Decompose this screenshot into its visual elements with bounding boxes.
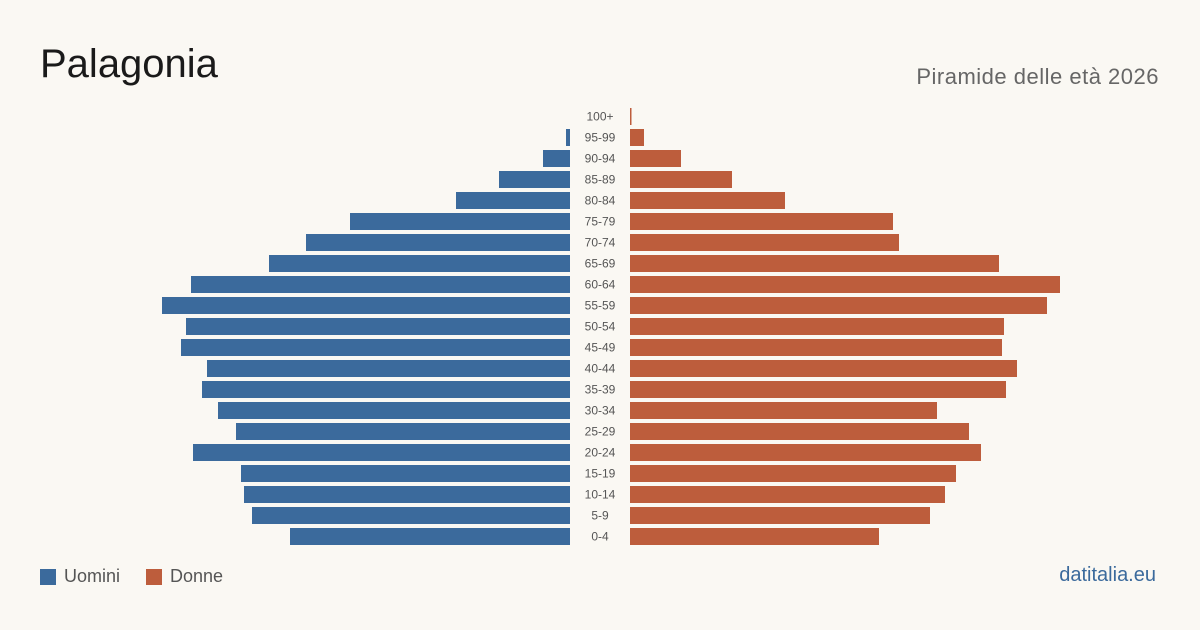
legend-item-men: Uomini: [40, 566, 120, 587]
bar-women-85-89: [630, 171, 732, 188]
legend-label-men: Uomini: [64, 566, 121, 586]
legend-label-women: Donne: [170, 566, 224, 586]
bar-men-15-19: [241, 465, 570, 482]
chart-title: Palagonia: [40, 42, 218, 86]
age-label-75-79: 75-79: [585, 215, 616, 229]
age-label-80-84: 80-84: [585, 194, 616, 208]
bar-women-75-79: [630, 213, 893, 230]
age-label-90-94: 90-94: [585, 152, 616, 166]
bar-women-95-99: [630, 129, 644, 146]
bar-men-90-94: [543, 150, 570, 167]
age-label-50-54: 50-54: [585, 320, 616, 334]
legend-swatch-women: [146, 568, 163, 585]
bar-men-25-29: [236, 423, 570, 440]
bar-men-65-69: [269, 255, 570, 272]
age-label-70-74: 70-74: [585, 236, 616, 250]
age-label-95-99: 95-99: [585, 131, 616, 145]
bar-men-55-59: [162, 297, 570, 314]
source-link[interactable]: datitalia.eu: [1059, 564, 1156, 586]
age-label-35-39: 35-39: [585, 383, 616, 397]
age-label-65-69: 65-69: [585, 257, 616, 271]
bar-men-30-34: [218, 402, 570, 419]
bar-women-5-9: [630, 507, 930, 524]
bar-women-50-54: [630, 318, 1004, 335]
bar-men-50-54: [186, 318, 570, 335]
age-label-85-89: 85-89: [585, 173, 616, 187]
bar-women-40-44: [630, 360, 1017, 377]
legend-swatch-men: [40, 568, 56, 585]
age-label-15-19: 15-19: [585, 467, 616, 481]
chart-legend: Uomini Donne: [40, 566, 249, 587]
bar-men-40-44: [207, 360, 570, 377]
bar-women-100plus: [630, 108, 632, 125]
bar-women-60-64: [630, 276, 1060, 293]
bar-men-60-64: [191, 276, 570, 293]
bar-men-0-4: [290, 528, 570, 545]
age-label-25-29: 25-29: [585, 425, 616, 439]
bar-women-0-4: [630, 528, 879, 545]
bar-women-15-19: [630, 465, 956, 482]
legend-item-women: Donne: [146, 566, 223, 587]
age-label-45-49: 45-49: [585, 341, 616, 355]
bar-women-80-84: [630, 192, 785, 209]
age-label-40-44: 40-44: [585, 362, 616, 376]
bar-women-10-14: [630, 486, 945, 503]
bar-men-85-89: [499, 171, 570, 188]
bar-men-80-84: [456, 192, 570, 209]
age-label-20-24: 20-24: [585, 446, 616, 460]
bar-men-35-39: [202, 381, 570, 398]
bar-men-95-99: [566, 129, 570, 146]
chart-subtitle: Piramide delle età 2026: [916, 64, 1159, 89]
bar-men-75-79: [350, 213, 570, 230]
bar-women-70-74: [630, 234, 899, 251]
bar-men-10-14: [244, 486, 570, 503]
bar-women-30-34: [630, 402, 937, 419]
bar-men-70-74: [306, 234, 570, 251]
age-label-55-59: 55-59: [585, 299, 616, 313]
bar-men-45-49: [181, 339, 570, 356]
bar-women-35-39: [630, 381, 1006, 398]
bar-women-25-29: [630, 423, 969, 440]
bar-women-65-69: [630, 255, 999, 272]
age-label-60-64: 60-64: [585, 278, 616, 292]
bar-men-20-24: [193, 444, 570, 461]
age-label-100plus: 100+: [586, 110, 613, 124]
age-label-10-14: 10-14: [585, 488, 616, 502]
bar-men-5-9: [252, 507, 570, 524]
bar-women-45-49: [630, 339, 1002, 356]
bar-women-55-59: [630, 297, 1047, 314]
bar-women-20-24: [630, 444, 981, 461]
age-label-0-4: 0-4: [591, 530, 609, 544]
bar-women-90-94: [630, 150, 681, 167]
age-label-5-9: 5-9: [591, 509, 609, 523]
age-label-30-34: 30-34: [585, 404, 616, 418]
